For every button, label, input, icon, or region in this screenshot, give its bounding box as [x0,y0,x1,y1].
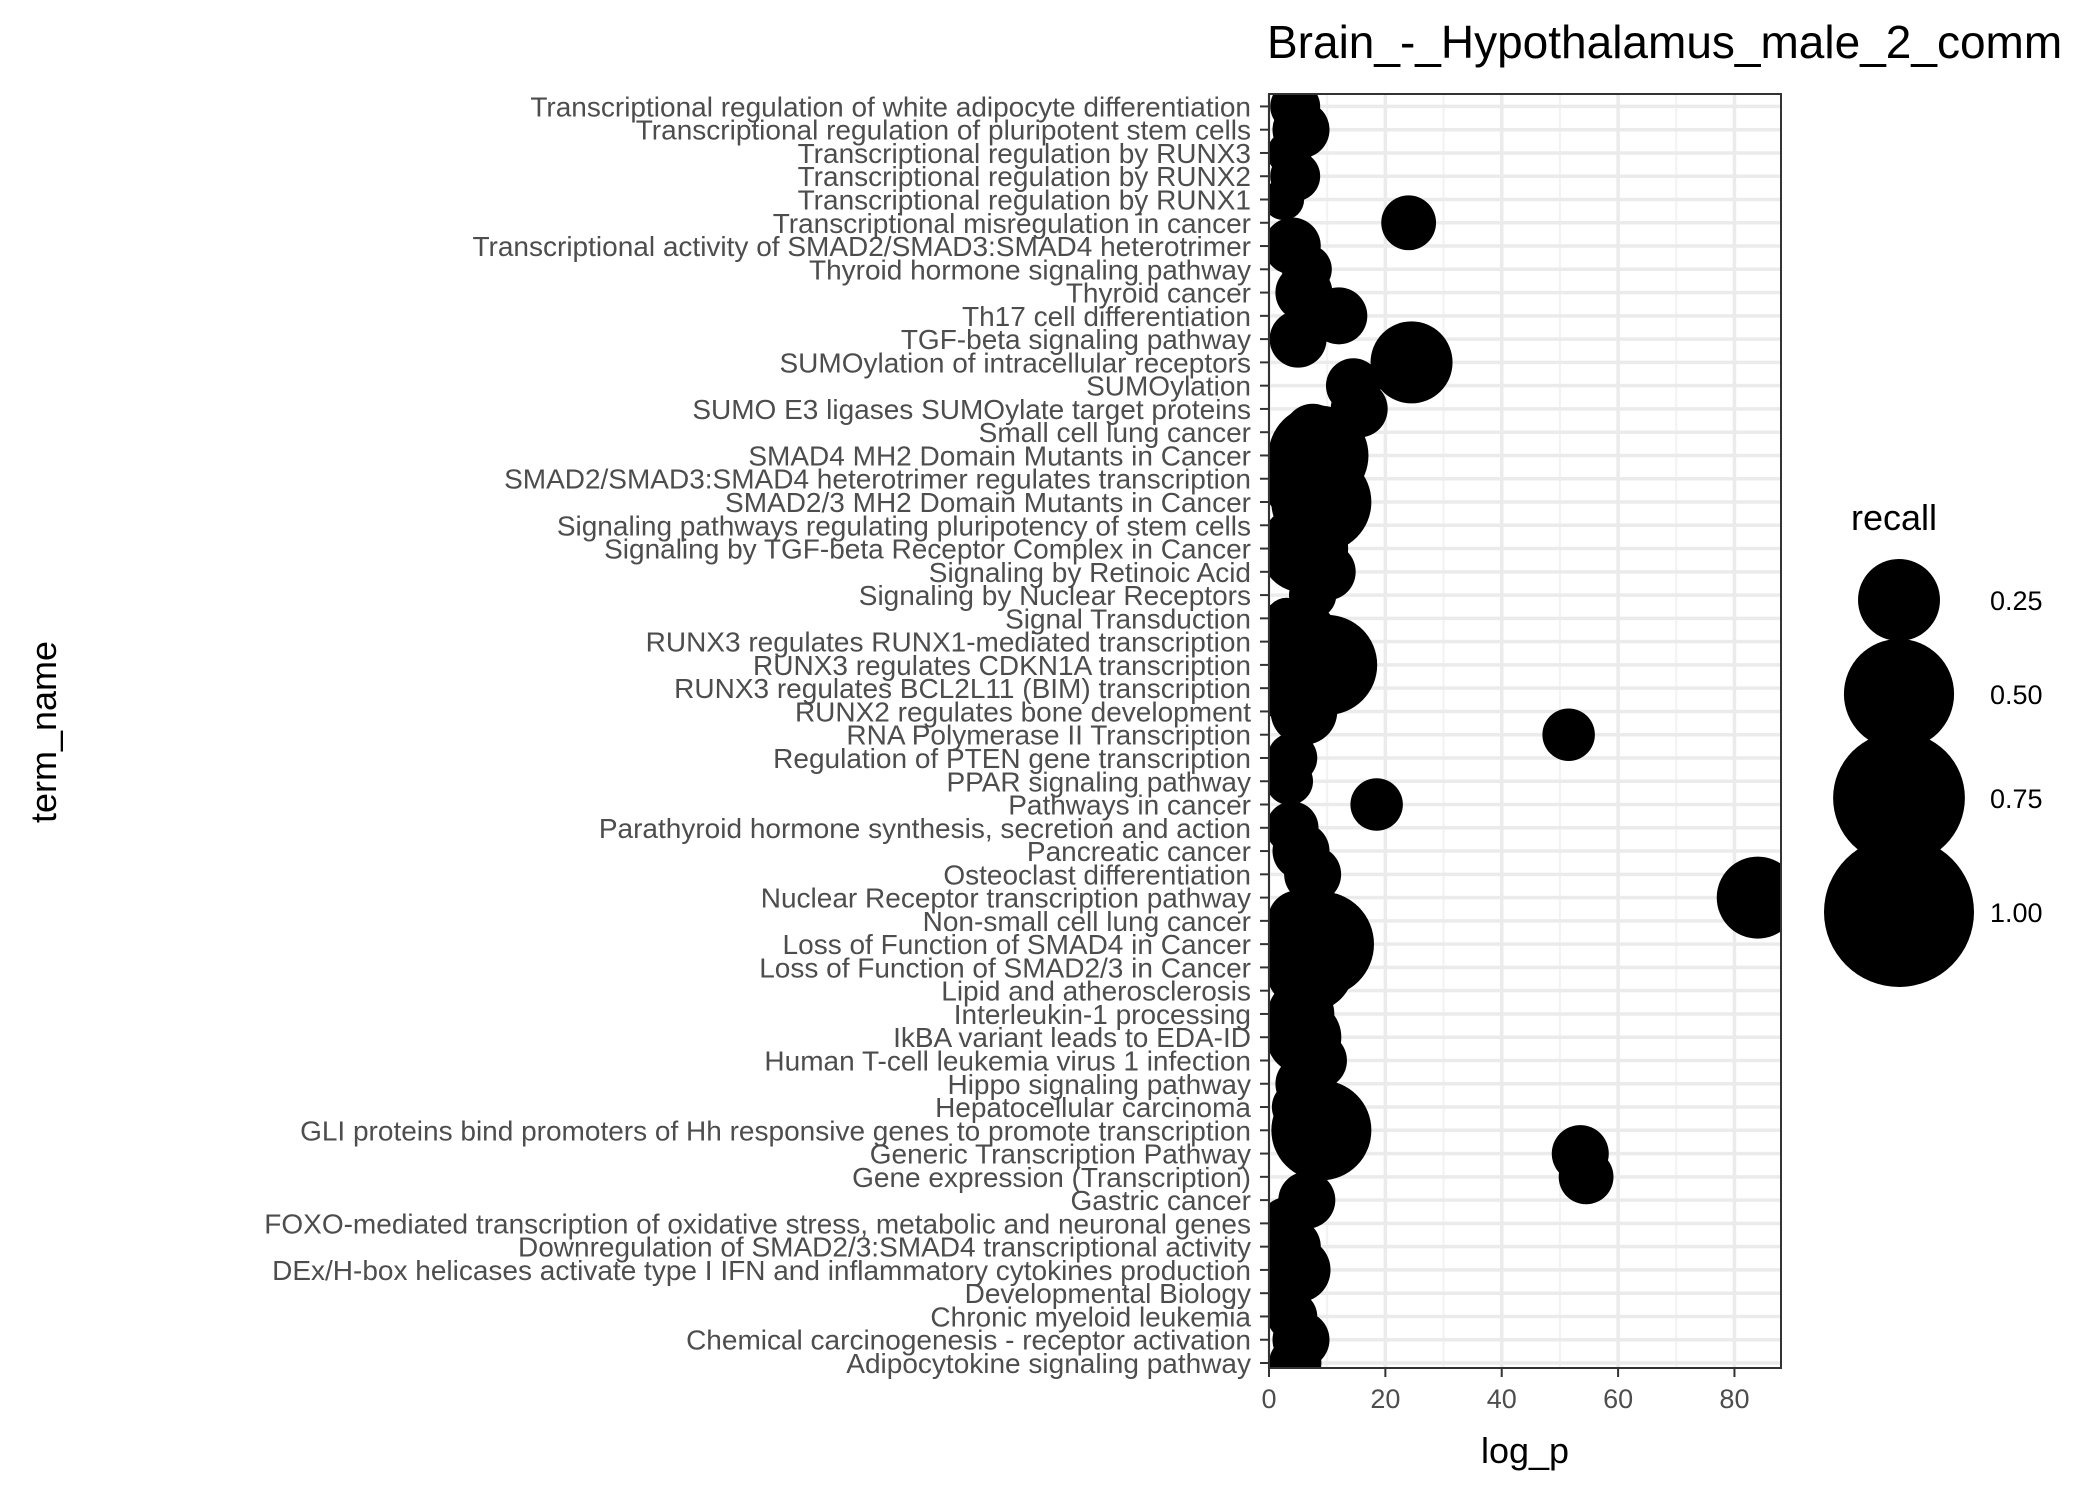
term-label: Signaling by Retinoic Acid [929,557,1251,588]
term-label: Small cell lung cancer [979,417,1251,448]
term-label: Chemical carcinogenesis - receptor activ… [686,1325,1251,1356]
legend-label: 1.00 [1990,898,2043,928]
term-label: FOXO-mediated transcription of oxidative… [264,1208,1251,1239]
term-label: SUMOylation of intracellular receptors [779,347,1251,378]
term-label: Generic Transcription Pathway [870,1139,1251,1170]
legend-label: 0.25 [1990,586,2043,616]
term-label: Human T-cell leukemia virus 1 infection [764,1045,1251,1076]
data-point [1278,1171,1336,1229]
term-label: Signaling by Nuclear Receptors [859,580,1251,611]
data-point [1270,94,1321,132]
legend-label: 0.50 [1990,680,2043,710]
term-label: SMAD2/3 MH2 Domain Mutants in Cancer [725,487,1251,518]
plot-grid [1267,94,1781,1368]
term-label: Gastric cancer [1071,1185,1252,1216]
y-axis-title: term_name [23,641,64,823]
data-points [1269,94,1781,1368]
term-label: Nuclear Receptor transcription pathway [761,883,1251,914]
term-label: Signaling by TGF-beta Receptor Complex i… [604,534,1251,565]
term-label: Hepatocellular carcinoma [935,1092,1251,1123]
term-label: Non-small cell lung cancer [923,906,1251,937]
x-tick-label: 60 [1603,1384,1633,1414]
data-point [1325,358,1381,414]
data-point [1542,708,1595,761]
term-label: Th17 cell differentiation [962,301,1251,332]
legend-key [1824,837,1974,987]
term-label: RUNX2 regulates bone development [795,696,1251,727]
panel-border [1268,93,1782,1369]
term-label: SUMO E3 ligases SUMOylate target protein… [692,394,1251,425]
term-label: Transcriptional activity of SMAD2/SMAD3:… [472,231,1251,262]
data-point [1269,732,1318,783]
term-label: SMAD4 MH2 Domain Mutants in Cancer [748,440,1251,471]
term-label: TGF-beta signaling pathway [901,324,1251,355]
data-point [1381,195,1437,251]
y-axis: Adipocytokine signaling pathwayChemical … [264,91,1269,1379]
term-label: Loss of Function of SMAD2/3 in Cancer [759,952,1251,983]
term-label: GLI proteins bind promoters of Hh respon… [300,1115,1251,1146]
x-axis-title: log_p [1481,1430,1569,1471]
term-label: Thyroid cancer [1066,278,1251,309]
data-point [1284,403,1342,461]
legend-label: 0.75 [1990,784,2043,814]
term-label: Transcriptional regulation of pluripoten… [636,115,1251,146]
term-label: DEx/H-box helicases activate type I IFN … [272,1255,1251,1286]
term-label: Adipocytokine signaling pathway [846,1348,1251,1379]
legend-title: recall [1851,497,1937,538]
data-point [1716,856,1781,939]
data-point [1269,890,1329,952]
x-tick-label: 20 [1370,1384,1400,1414]
term-label: RUNX3 regulates CDKN1A transcription [753,650,1251,681]
term-label: Regulation of PTEN gene transcription [773,743,1251,774]
term-label: Transcriptional regulation by RUNX3 [798,138,1251,169]
term-label: Osteoclast differentiation [943,859,1251,890]
data-point [1269,801,1319,855]
term-label: Thyroid hormone signaling pathway [809,254,1251,285]
data-point [1370,321,1453,404]
term-label: SMAD2/SMAD3:SMAD4 heterotrimer regulates… [504,464,1251,495]
x-tick-label: 80 [1719,1384,1749,1414]
term-label: Interleukin-1 processing [954,999,1251,1030]
term-label: Chronic myeloid leukemia [930,1301,1251,1332]
data-point [1350,778,1403,831]
data-point [1551,1125,1609,1183]
legend-key [1858,559,1940,641]
term-label: Transcriptional regulation by RUNX2 [798,161,1251,192]
term-label: Transcriptional misregulation in cancer [773,208,1251,239]
legend-key [1843,638,1955,750]
term-label: Gene expression (Transcription) [852,1162,1251,1193]
x-axis: 0 20 40 60 80 [1261,1368,1749,1414]
term-label: Transcriptional regulation by RUNX1 [798,185,1251,216]
term-label: PPAR signaling pathway [946,766,1251,797]
term-label: Signal Transduction [1005,603,1251,634]
term-label: Lipid and atherosclerosis [941,976,1251,1007]
term-label: IkBA variant leads to EDA-ID [893,1022,1251,1053]
term-label: Parathyroid hormone synthesis, secretion… [599,813,1251,844]
term-label: Pancreatic cancer [1027,836,1251,867]
term-label: RUNX3 regulates RUNX1-mediated transcrip… [646,627,1251,658]
data-point [1269,217,1321,275]
term-label: Transcriptional regulation of white adip… [530,91,1251,122]
legend-key [1833,732,1965,864]
term-label: RNA Polymerase II Transcription [846,720,1251,751]
term-label: Developmental Biology [965,1278,1251,1309]
term-label: Signaling pathways regulating pluripoten… [557,510,1251,541]
term-label: Downregulation of SMAD2/3:SMAD4 transcri… [518,1232,1251,1263]
term-label: Pathways in cancer [1008,790,1251,821]
term-label: RUNX3 regulates BCL2L11 (BIM) transcript… [674,673,1251,704]
term-label: Loss of Function of SMAD4 in Cancer [783,929,1251,960]
term-label: SUMOylation [1086,371,1251,402]
x-tick-label: 0 [1261,1384,1276,1414]
x-tick-label: 40 [1487,1384,1517,1414]
size-legend: recall 0.25 0.50 0.75 1.00 [1824,497,2043,987]
chart-title: Brain_-_Hypothalamus_male_2_comm [1267,16,2062,68]
term-label: Hippo signaling pathway [947,1069,1251,1100]
